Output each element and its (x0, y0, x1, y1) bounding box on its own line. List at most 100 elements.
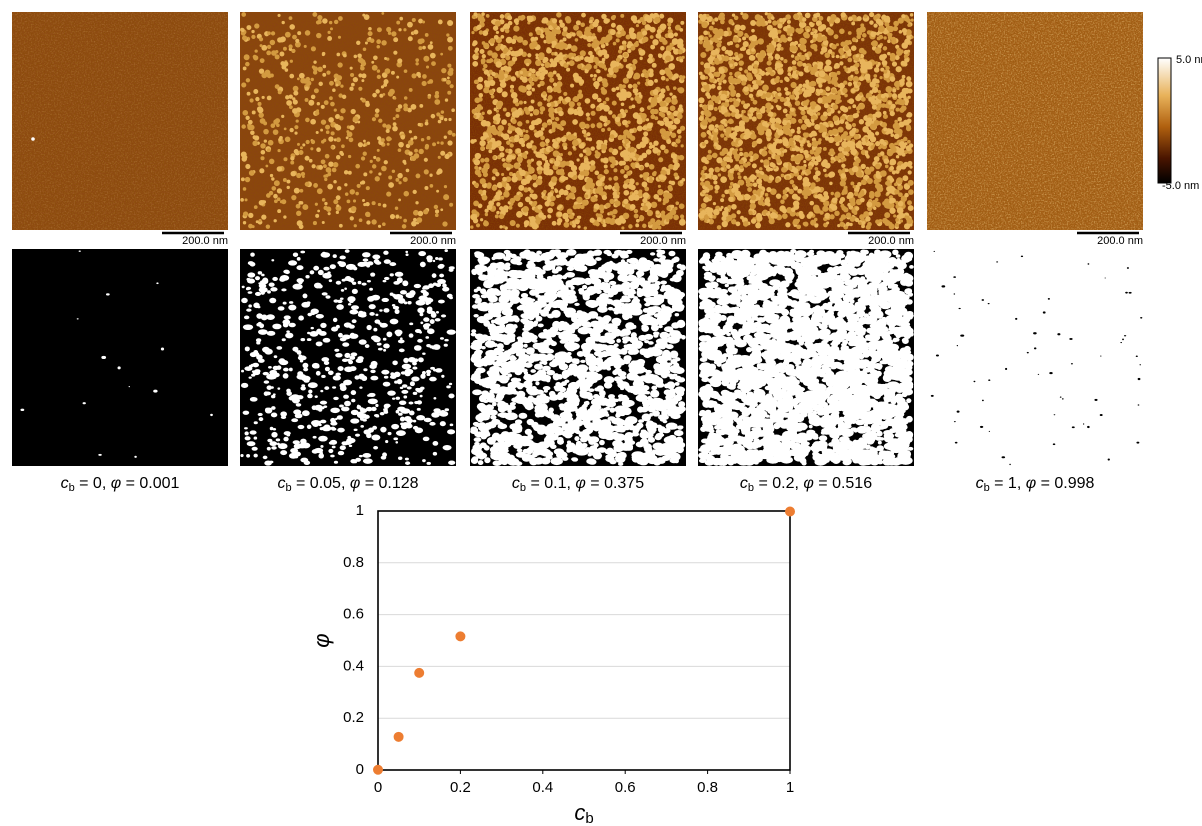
binary-grain (515, 440, 523, 446)
binary-grain (588, 416, 593, 421)
binary-grain (483, 435, 488, 438)
grain (649, 145, 653, 149)
grain (577, 225, 580, 228)
grain (551, 176, 557, 182)
grain (505, 55, 510, 60)
binary-grain (622, 336, 631, 341)
binary-grain (514, 461, 522, 466)
binary-grain (363, 458, 373, 463)
grain (322, 18, 327, 23)
afm-image (12, 12, 228, 230)
grain (300, 146, 303, 149)
grain (311, 140, 315, 144)
grain (312, 164, 316, 168)
grain (540, 136, 545, 141)
grain (270, 40, 275, 45)
grain (245, 164, 250, 169)
binary-grain (598, 269, 606, 274)
grain (390, 214, 395, 219)
binary-grain (566, 290, 576, 296)
binary-grain (261, 314, 268, 320)
binary-grain (657, 315, 670, 323)
binary-grain (360, 425, 364, 428)
binary-grain (558, 256, 566, 262)
grain (331, 146, 334, 149)
binary-grain (535, 451, 541, 455)
grain (670, 115, 674, 119)
binary-grain (362, 283, 367, 286)
grain (354, 224, 357, 227)
grain (823, 191, 828, 196)
grain (326, 130, 330, 134)
binary-grain (388, 432, 392, 435)
grain (324, 100, 329, 105)
binary-grain (419, 331, 422, 334)
binary-grain (585, 353, 592, 358)
grain (442, 221, 447, 226)
binary-grain (423, 291, 429, 296)
binary-grain (567, 441, 571, 444)
grain (437, 113, 441, 117)
grain (417, 217, 423, 223)
binary-grain (417, 339, 423, 343)
binary-grain (619, 330, 626, 336)
binary-grain (385, 440, 388, 443)
binary-grain (250, 397, 258, 402)
grain (647, 58, 653, 64)
binary-grain (627, 372, 639, 380)
binary-grain (210, 414, 213, 416)
binary-grain (335, 373, 341, 376)
binary-grain (548, 301, 555, 306)
grain (285, 68, 289, 72)
binary-grain (488, 295, 498, 302)
binary-grain (347, 278, 354, 282)
grain (258, 102, 262, 106)
grain (244, 54, 250, 60)
binary-grain (289, 301, 293, 304)
grain (677, 88, 681, 92)
binary-grain (526, 349, 532, 354)
grain (681, 144, 684, 147)
binary-grain (342, 335, 351, 340)
binary-grain (423, 324, 428, 328)
grain (386, 27, 391, 32)
grain (658, 53, 661, 56)
binary-grain (329, 279, 332, 282)
grain (605, 203, 610, 208)
grain (488, 149, 492, 153)
binary-grain (529, 304, 542, 311)
grain (647, 123, 653, 129)
binary-grain (511, 284, 518, 290)
grain (520, 15, 525, 20)
binary-grain (307, 338, 312, 341)
grain (582, 129, 587, 134)
binary-grain (243, 411, 250, 415)
binary-grain (433, 260, 435, 262)
grain (384, 160, 388, 164)
grain (647, 105, 652, 110)
grain (481, 61, 485, 65)
binary-grain (416, 415, 425, 420)
grain (640, 166, 644, 170)
binary-grain (359, 313, 367, 318)
grain (252, 110, 256, 114)
grain (436, 190, 439, 193)
binary-grain (303, 378, 309, 383)
binary-grain (436, 409, 440, 413)
grain (421, 138, 424, 141)
grain (341, 153, 344, 156)
binary-grain (249, 365, 253, 368)
grain (668, 32, 674, 38)
binary-grain (508, 382, 518, 389)
binary-grain (499, 295, 510, 303)
grain (534, 37, 538, 41)
binary-grain (547, 451, 553, 456)
grain (623, 129, 629, 135)
grain (599, 40, 604, 45)
binary-grain (564, 402, 572, 408)
binary-grain (490, 334, 498, 341)
binary-grain (411, 377, 419, 382)
grain (537, 84, 540, 87)
grain (296, 119, 299, 122)
grain (671, 98, 678, 105)
